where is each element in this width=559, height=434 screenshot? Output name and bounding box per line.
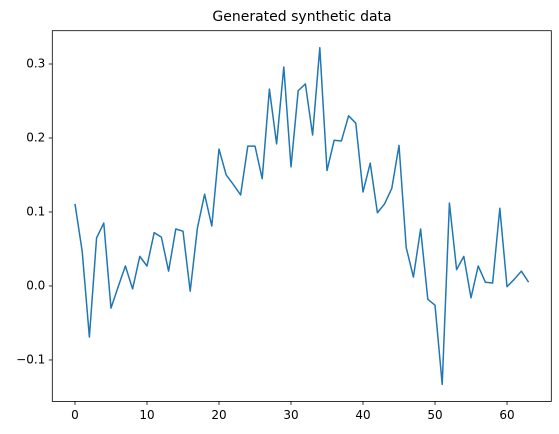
y-tick-label: −0.1 [16,352,45,366]
y-tick-label: 0.1 [26,204,45,218]
line-series [74,46,530,386]
axes-frame [51,30,552,402]
y-tick-label: 0.2 [26,130,45,144]
x-tick-label: 0 [71,408,79,422]
x-tick-label: 60 [499,408,514,422]
x-tick-label: 40 [355,408,370,422]
x-tick-label: 20 [211,408,226,422]
x-tick-label: 10 [139,408,154,422]
y-tick-label: 0.3 [26,56,45,70]
x-tick-label: 50 [427,408,442,422]
x-tick-label: 30 [283,408,298,422]
chart-title: Generated synthetic data [212,9,391,25]
y-tick-label: 0.0 [26,278,45,292]
